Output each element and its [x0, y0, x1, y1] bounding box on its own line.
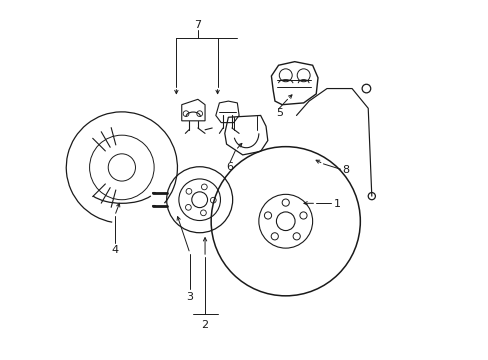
Text: 5: 5 [275, 108, 282, 118]
Circle shape [276, 212, 294, 230]
Text: 6: 6 [226, 162, 233, 172]
Text: 1: 1 [333, 199, 340, 210]
Text: 2: 2 [201, 320, 208, 330]
Text: 8: 8 [342, 165, 348, 175]
Text: 3: 3 [186, 292, 193, 302]
Text: 7: 7 [194, 20, 201, 30]
Text: 4: 4 [111, 245, 118, 255]
